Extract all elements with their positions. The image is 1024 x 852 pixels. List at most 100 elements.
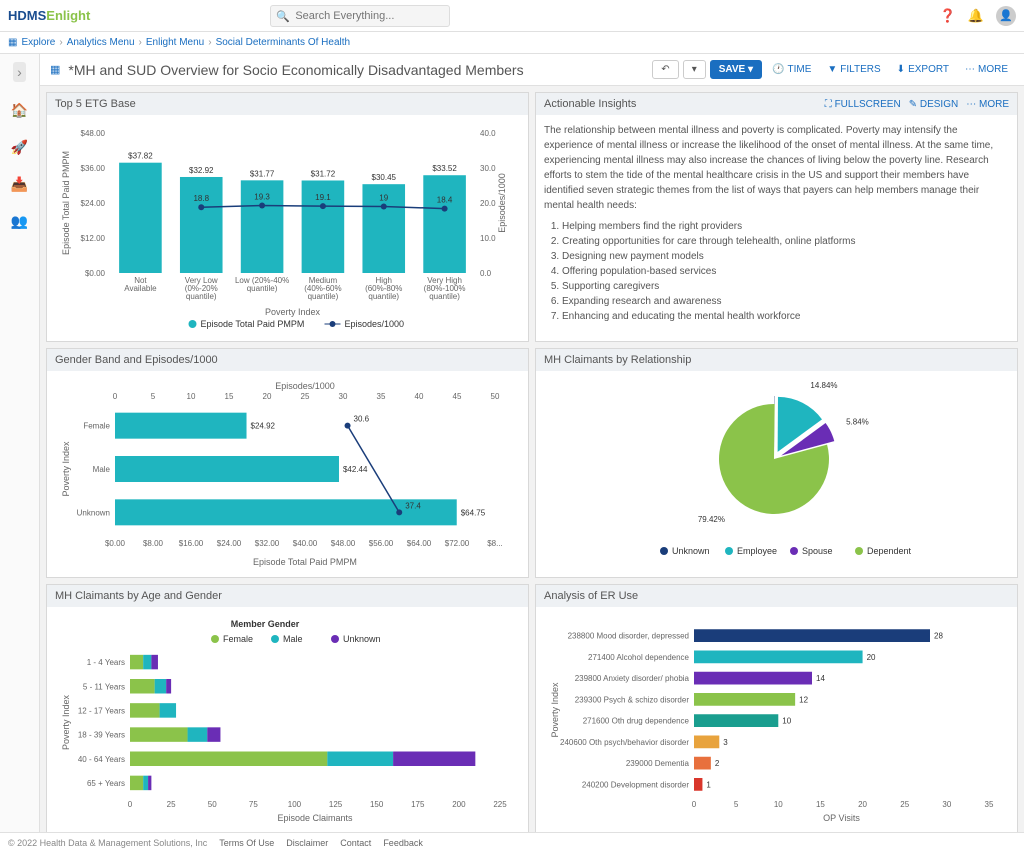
- svg-text:Episodes/1000: Episodes/1000: [345, 319, 405, 329]
- svg-text:$48.00: $48.00: [81, 129, 106, 138]
- svg-text:$0.00: $0.00: [85, 269, 106, 278]
- panels: Top 5 ETG Base $0.00$12.00$24.00$36.00$4…: [40, 86, 1024, 832]
- panel-head: MH Claimants by Age and Gender: [47, 585, 528, 607]
- panel-head: Top 5 ETG Base: [47, 93, 528, 115]
- panel-title: MH Claimants by Age and Gender: [55, 590, 222, 602]
- svg-text:Unknown: Unknown: [672, 546, 710, 556]
- svg-text:$8.00: $8.00: [143, 539, 164, 548]
- svg-text:5: 5: [734, 800, 739, 809]
- svg-text:10.0: 10.0: [480, 234, 496, 243]
- filters-action[interactable]: ▼ FILTERS: [821, 64, 886, 75]
- svg-text:5: 5: [151, 392, 156, 401]
- svg-text:Episodes/1000: Episodes/1000: [275, 381, 335, 391]
- svg-text:20: 20: [858, 800, 867, 809]
- footer: © 2022 Health Data & Management Solution…: [0, 832, 1024, 852]
- svg-text:Episodes/1000: Episodes/1000: [497, 173, 507, 233]
- svg-text:14: 14: [816, 674, 825, 683]
- svg-text:65 + Years: 65 + Years: [87, 779, 125, 788]
- svg-text:175: 175: [411, 800, 425, 809]
- svg-text:quantile): quantile): [308, 292, 339, 301]
- svg-text:$24.92: $24.92: [251, 422, 276, 431]
- home-icon[interactable]: 🏠: [11, 102, 28, 119]
- svg-text:Poverty Index: Poverty Index: [61, 694, 71, 750]
- search-input[interactable]: [270, 5, 450, 27]
- panel-body: Member GenderFemaleMaleUnknown1 - 4 Year…: [47, 607, 528, 832]
- footer-link[interactable]: Disclaimer: [286, 838, 328, 848]
- svg-text:25: 25: [167, 800, 176, 809]
- topbar: HDMSEnlight 🔍 ❓ 🔔 👤: [0, 0, 1024, 32]
- undo-button[interactable]: ↶: [652, 60, 678, 79]
- dropdown-button[interactable]: ▾: [683, 60, 706, 79]
- help-icon[interactable]: ❓: [940, 8, 956, 24]
- time-action[interactable]: 🕐 TIME: [766, 64, 817, 75]
- insights-list-item: Expanding research and awareness: [562, 294, 1005, 309]
- insights-list-item: Supporting caregivers: [562, 279, 1005, 294]
- main-wrap: › 🏠 🚀 📥 👥 ▦ *MH and SUD Overview for Soc…: [0, 54, 1024, 832]
- fullscreen-action[interactable]: ⛶ FULLSCREEN: [825, 99, 901, 110]
- panel-body: The relationship between mental illness …: [536, 115, 1017, 331]
- expand-icon[interactable]: ›: [13, 62, 26, 82]
- svg-text:271400 Alcohol dependence: 271400 Alcohol dependence: [588, 653, 690, 662]
- rocket-icon[interactable]: 🚀: [11, 139, 28, 156]
- breadcrumb-item[interactable]: Enlight Menu: [146, 37, 204, 48]
- panel-actions: ⛶ FULLSCREEN ✎ DESIGN ⋯ MORE: [825, 99, 1009, 110]
- svg-text:$31.72: $31.72: [311, 169, 336, 178]
- svg-text:Male: Male: [283, 634, 303, 644]
- svg-text:Episode Total Paid PMPM: Episode Total Paid PMPM: [253, 557, 357, 567]
- svg-text:12 - 17 Years: 12 - 17 Years: [78, 706, 125, 715]
- svg-text:15: 15: [816, 800, 825, 809]
- save-button[interactable]: SAVE ▾: [710, 60, 762, 79]
- page-actions: ↶ ▾ SAVE ▾ 🕐 TIME ▼ FILTERS ⬇ EXPORT ⋯ M…: [652, 60, 1014, 79]
- svg-text:19.3: 19.3: [254, 192, 270, 201]
- panel-agegender: MH Claimants by Age and Gender Member Ge…: [46, 584, 529, 832]
- svg-text:150: 150: [370, 800, 384, 809]
- svg-text:50: 50: [491, 392, 500, 401]
- svg-text:$33.52: $33.52: [432, 164, 457, 173]
- logo-part1: HDMS: [8, 8, 46, 23]
- svg-text:25: 25: [301, 392, 310, 401]
- avatar[interactable]: 👤: [996, 6, 1016, 26]
- more-action[interactable]: ⋯ MORE: [966, 99, 1009, 110]
- svg-text:$12.00: $12.00: [81, 234, 106, 243]
- breadcrumb-item[interactable]: Social Determinants Of Health: [216, 37, 351, 48]
- svg-text:20: 20: [867, 653, 876, 662]
- notifications-icon[interactable]: 🔔: [968, 8, 984, 24]
- breadcrumb-item[interactable]: Explore: [21, 37, 55, 48]
- panel-head: Gender Band and Episodes/1000: [47, 349, 528, 371]
- panel-head: MH Claimants by Relationship: [536, 349, 1017, 371]
- svg-text:Episode Claimants: Episode Claimants: [277, 813, 353, 823]
- svg-text:$56.00: $56.00: [369, 539, 394, 548]
- svg-text:20.0: 20.0: [480, 199, 496, 208]
- svg-text:$16.00: $16.00: [179, 539, 204, 548]
- panel-title: Gender Band and Episodes/1000: [55, 354, 218, 366]
- svg-text:45: 45: [453, 392, 462, 401]
- breadcrumb: ▦ Explore› Analytics Menu› Enlight Menu›…: [0, 32, 1024, 54]
- svg-text:$31.77: $31.77: [250, 169, 275, 178]
- svg-text:79.42%: 79.42%: [698, 515, 725, 524]
- footer-link[interactable]: Terms Of Use: [219, 838, 274, 848]
- svg-text:Unknown: Unknown: [343, 634, 381, 644]
- svg-text:$0.00: $0.00: [105, 539, 126, 548]
- chart-er: 28238800 Mood disorder, depressed2027140…: [544, 615, 1004, 825]
- svg-text:271600 Oth drug dependence: 271600 Oth drug dependence: [583, 717, 690, 726]
- export-action[interactable]: ⬇ EXPORT: [891, 64, 955, 75]
- people-icon[interactable]: 👥: [11, 213, 28, 230]
- svg-text:10: 10: [782, 717, 791, 726]
- svg-text:30.6: 30.6: [354, 415, 370, 424]
- svg-text:240200 Development disorder: 240200 Development disorder: [582, 780, 690, 789]
- more-action[interactable]: ⋯ MORE: [959, 64, 1014, 75]
- svg-text:1: 1: [706, 780, 711, 789]
- svg-text:200: 200: [452, 800, 466, 809]
- footer-link[interactable]: Contact: [340, 838, 371, 848]
- insights-list-item: Helping members find the right providers: [562, 219, 1005, 234]
- search-wrap: 🔍: [270, 5, 450, 27]
- svg-text:30: 30: [339, 392, 348, 401]
- footer-link[interactable]: Feedback: [383, 838, 423, 848]
- design-action[interactable]: ✎ DESIGN: [909, 99, 959, 110]
- svg-text:18.8: 18.8: [193, 194, 209, 203]
- svg-text:12: 12: [799, 695, 808, 704]
- breadcrumb-icon: ▦: [8, 37, 17, 48]
- breadcrumb-item[interactable]: Analytics Menu: [67, 37, 135, 48]
- inbox-icon[interactable]: 📥: [11, 176, 28, 193]
- svg-text:$37.82: $37.82: [128, 152, 153, 161]
